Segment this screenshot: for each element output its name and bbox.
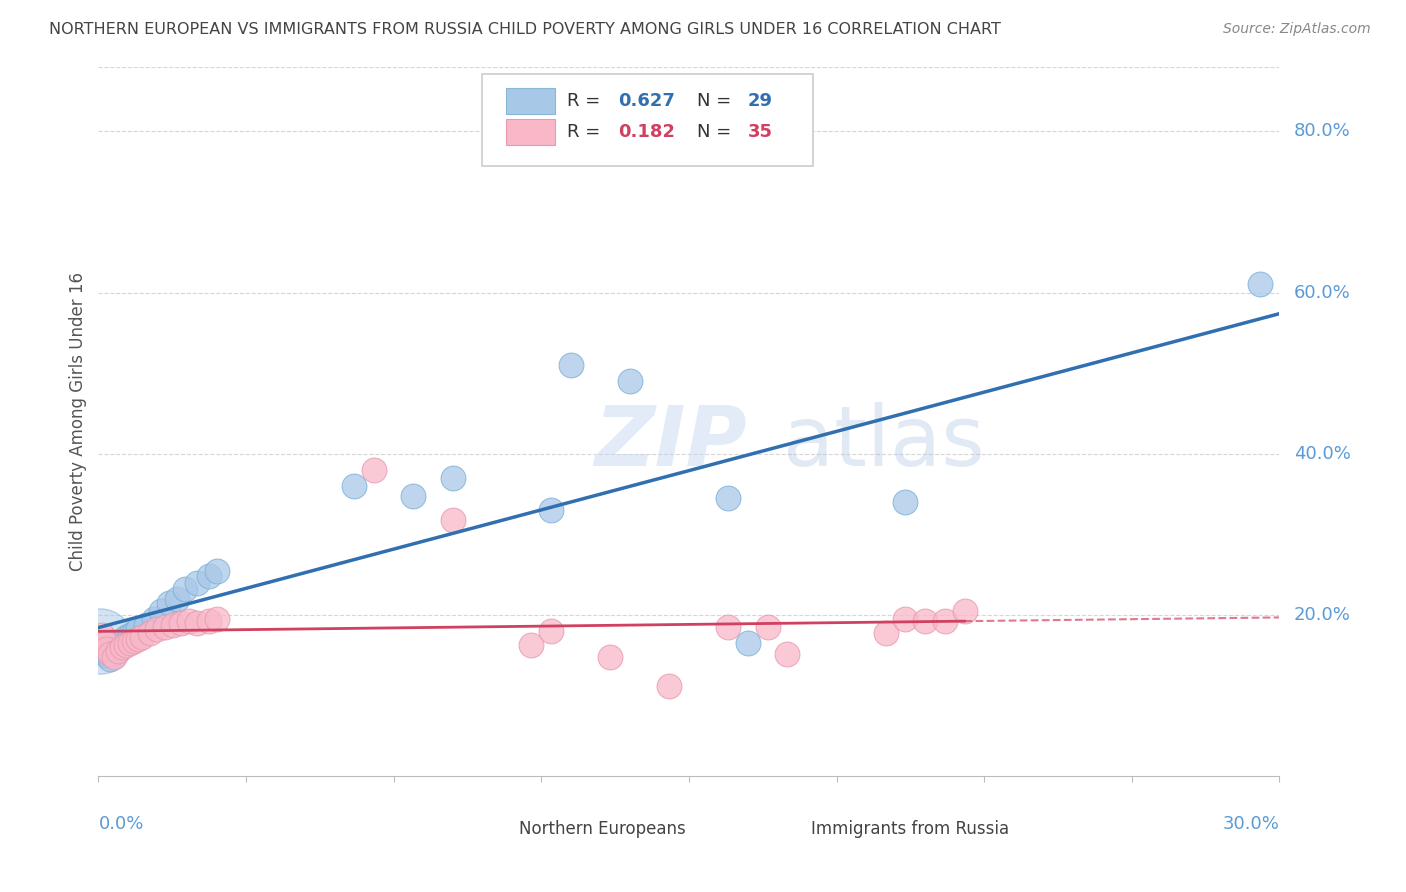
Point	[111, 633, 134, 648]
Text: 60.0%: 60.0%	[1294, 284, 1350, 301]
Point	[127, 623, 149, 637]
Text: R =: R =	[567, 123, 606, 141]
Point	[131, 631, 153, 645]
Point	[170, 615, 193, 630]
Text: Source: ZipAtlas.com: Source: ZipAtlas.com	[1223, 22, 1371, 37]
Point	[150, 604, 173, 618]
Point	[599, 649, 621, 664]
Point	[756, 620, 779, 634]
Point	[894, 495, 917, 509]
Point	[186, 615, 208, 630]
Point	[197, 615, 219, 629]
Point	[520, 639, 543, 653]
Point	[186, 575, 208, 590]
Point	[98, 647, 121, 661]
Text: 29: 29	[748, 92, 773, 110]
Point	[115, 631, 138, 645]
Text: 0.627: 0.627	[619, 92, 675, 110]
Point	[540, 624, 562, 638]
Point	[363, 463, 385, 477]
Point	[441, 471, 464, 485]
FancyBboxPatch shape	[471, 814, 515, 847]
Text: 35: 35	[748, 123, 773, 141]
Point	[96, 641, 118, 656]
Point	[96, 648, 118, 662]
FancyBboxPatch shape	[506, 88, 555, 113]
Point	[103, 641, 125, 656]
Text: Immigrants from Russia: Immigrants from Russia	[811, 821, 1008, 838]
Point	[737, 636, 759, 650]
Point	[205, 564, 228, 578]
Point	[107, 644, 129, 658]
Text: ZIP: ZIP	[595, 402, 747, 483]
FancyBboxPatch shape	[506, 120, 555, 145]
Point	[89, 633, 111, 648]
Point	[934, 615, 956, 629]
Point	[540, 503, 562, 517]
Point	[98, 652, 121, 666]
FancyBboxPatch shape	[482, 74, 813, 166]
Point	[166, 591, 188, 606]
Point	[135, 617, 157, 632]
Point	[118, 628, 141, 642]
Point	[138, 625, 160, 640]
Point	[717, 620, 740, 634]
Text: R =: R =	[567, 92, 606, 110]
Text: 80.0%: 80.0%	[1294, 122, 1350, 140]
Point	[658, 679, 681, 693]
Point	[107, 639, 129, 653]
Point	[115, 639, 138, 653]
Point	[205, 612, 228, 626]
Point	[96, 636, 118, 650]
Point	[441, 513, 464, 527]
Text: Northern Europeans: Northern Europeans	[519, 821, 686, 838]
Point	[157, 596, 180, 610]
Point	[953, 604, 976, 618]
Point	[122, 625, 145, 640]
Text: 30.0%: 30.0%	[1223, 815, 1279, 833]
Point	[91, 628, 114, 642]
Text: 0.182: 0.182	[619, 123, 675, 141]
Y-axis label: Child Poverty Among Girls Under 16: Child Poverty Among Girls Under 16	[69, 272, 87, 571]
Point	[914, 615, 936, 629]
Point	[560, 358, 582, 372]
Point	[127, 632, 149, 646]
Point	[177, 615, 200, 629]
Point	[1249, 277, 1271, 292]
Point	[142, 612, 165, 626]
Point	[111, 640, 134, 654]
Point	[343, 479, 366, 493]
Text: N =: N =	[697, 123, 737, 141]
Point	[118, 636, 141, 650]
Text: N =: N =	[697, 92, 737, 110]
Text: atlas: atlas	[783, 402, 986, 483]
Point	[875, 625, 897, 640]
Point	[155, 620, 177, 634]
Text: 0.0%: 0.0%	[98, 815, 143, 833]
Point	[146, 623, 169, 637]
FancyBboxPatch shape	[763, 814, 806, 847]
Point	[103, 649, 125, 664]
Text: 40.0%: 40.0%	[1294, 445, 1351, 463]
Point	[174, 582, 197, 596]
Point	[717, 491, 740, 505]
Text: 20.0%: 20.0%	[1294, 606, 1351, 624]
Point	[619, 374, 641, 388]
Point	[776, 647, 799, 661]
Point	[91, 644, 114, 658]
Point	[162, 617, 184, 632]
Point	[894, 612, 917, 626]
Point	[197, 569, 219, 583]
Point	[122, 633, 145, 648]
Point	[402, 489, 425, 503]
Text: NORTHERN EUROPEAN VS IMMIGRANTS FROM RUSSIA CHILD POVERTY AMONG GIRLS UNDER 16 C: NORTHERN EUROPEAN VS IMMIGRANTS FROM RUS…	[49, 22, 1001, 37]
